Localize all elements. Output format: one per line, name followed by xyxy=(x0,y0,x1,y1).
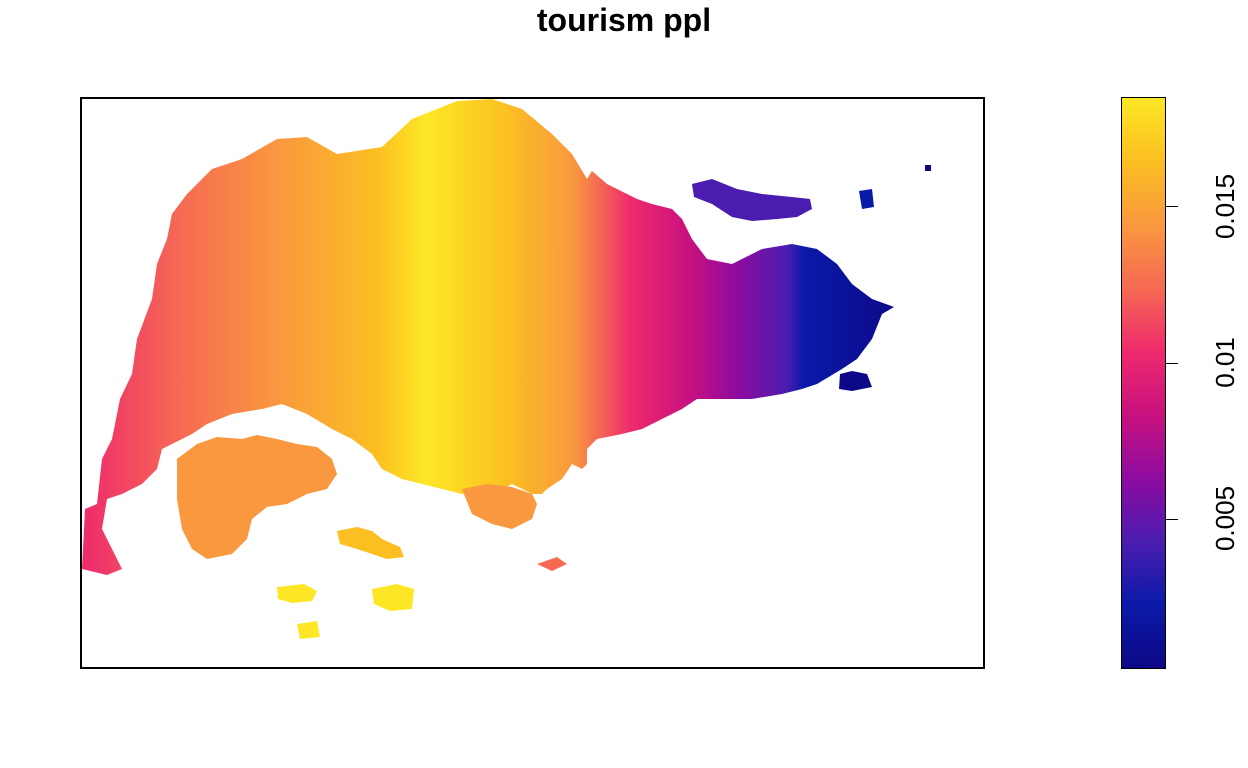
western-islands xyxy=(177,435,337,559)
raster-map xyxy=(82,99,931,639)
map-title: tourism ppl xyxy=(536,2,712,38)
legend-tick-mark xyxy=(1166,206,1178,208)
color-legend-bar xyxy=(1121,97,1166,669)
main-island xyxy=(82,99,894,575)
legend-tick-label: 0.005 xyxy=(1209,486,1240,552)
pulau-tekong xyxy=(859,189,874,209)
map-panel xyxy=(80,97,985,669)
sentosa-island xyxy=(462,484,537,529)
legend-tick-label: 0.015 xyxy=(1209,173,1240,239)
legend-tick-label: 0.01 xyxy=(1209,337,1240,388)
legend-tick-mark xyxy=(1166,362,1178,364)
legend-tick-mark xyxy=(1166,518,1178,520)
tiny-islet xyxy=(925,165,931,171)
southern-islets-4 xyxy=(297,621,320,639)
southern-islets-3 xyxy=(372,584,414,611)
changi-islet xyxy=(839,371,872,391)
southern-islets-1 xyxy=(337,527,404,559)
southern-islets-2 xyxy=(277,584,317,603)
eastern-islet xyxy=(537,557,567,571)
pulau-ubin xyxy=(692,179,812,221)
